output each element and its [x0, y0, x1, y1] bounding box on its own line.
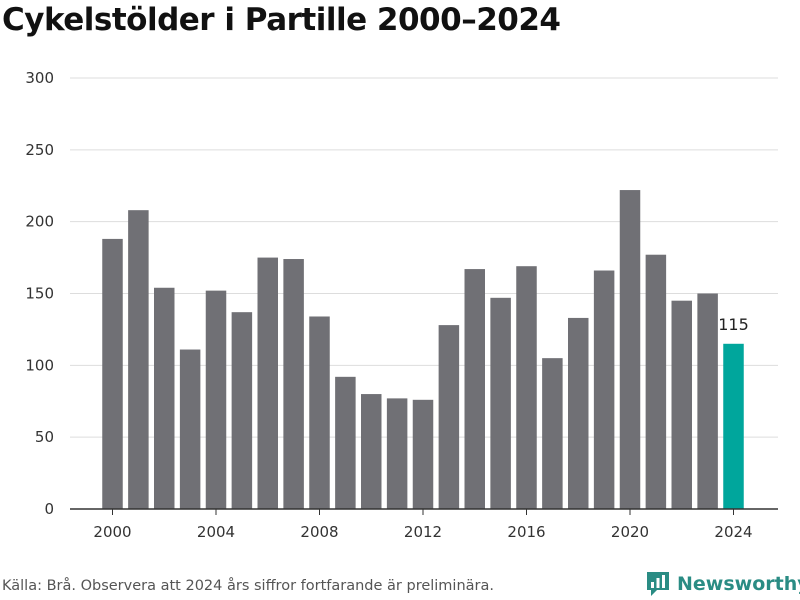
- y-tick-label: 250: [25, 141, 54, 159]
- bars: [102, 190, 744, 509]
- newsworthy-icon: [647, 572, 669, 596]
- bar-2006: [257, 257, 278, 509]
- newsworthy-logo[interactable]: Newsworthy: [645, 570, 800, 598]
- brand-name: Newsworthy: [677, 573, 800, 595]
- y-tick-label: 100: [25, 356, 54, 374]
- bar-2007: [283, 259, 304, 509]
- bar-2004: [205, 290, 227, 509]
- bar-2020: [619, 190, 641, 509]
- bar-2009: [335, 376, 356, 509]
- bar-2019: [593, 270, 615, 509]
- bar-2014: [464, 269, 485, 509]
- y-axis-ticks: 0 50 100 150 200 250 300: [25, 69, 54, 518]
- bar-2002: [154, 287, 175, 509]
- bar-2021: [645, 254, 667, 509]
- bar-2015: [490, 297, 511, 509]
- y-tick-label: 0: [44, 500, 54, 518]
- x-tick-label: 2016: [507, 523, 545, 541]
- x-tick-label: 2024: [714, 523, 752, 541]
- y-tick-label: 50: [35, 428, 54, 446]
- bar-2023: [697, 293, 718, 509]
- x-axis-ticks: 2000 2004 2008 2012 2016 2020 2024: [93, 509, 753, 541]
- bar-2022: [671, 300, 692, 509]
- bar-2011: [386, 398, 408, 509]
- bar-2001: [128, 210, 149, 509]
- y-tick-label: 200: [25, 213, 54, 231]
- x-tick-label: 2000: [93, 523, 131, 541]
- source-note: Källa: Brå. Observera att 2024 års siffr…: [2, 578, 494, 594]
- bar-2018: [568, 317, 589, 509]
- bar-2024: [723, 343, 744, 509]
- x-tick-label: 2008: [300, 523, 338, 541]
- bar-2017: [542, 358, 563, 509]
- chart-title: Cykelstölder i Partille 2000–2024: [2, 2, 561, 38]
- bar-2003: [179, 349, 201, 509]
- bar-2012: [412, 399, 434, 509]
- bar-2008: [309, 316, 330, 509]
- y-tick-label: 300: [25, 69, 54, 87]
- bar-2005: [231, 312, 253, 509]
- y-tick-label: 150: [25, 285, 54, 303]
- x-tick-label: 2020: [611, 523, 649, 541]
- data-label-2024: 115: [718, 315, 749, 334]
- bar-2000: [102, 238, 123, 509]
- x-tick-label: 2012: [404, 523, 442, 541]
- bar-2016: [516, 266, 537, 509]
- bar-2013: [438, 325, 460, 509]
- x-tick-label: 2004: [197, 523, 235, 541]
- bar-2010: [361, 394, 382, 509]
- data-labels: 115: [718, 315, 749, 334]
